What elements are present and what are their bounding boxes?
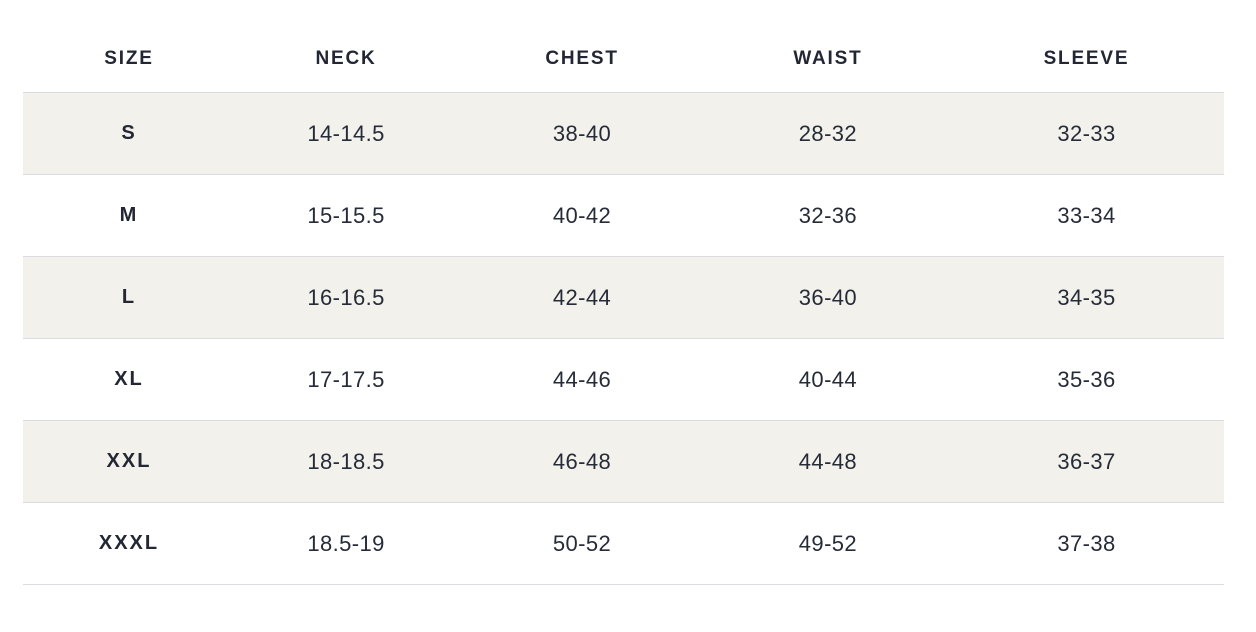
cell-chest: 42-44 [552,284,612,310]
cell-waist: 49-52 [798,530,858,556]
column-header-waist: WAIST [793,48,863,69]
cell-sleeve: 33-34 [1057,202,1116,228]
column-header-neck: NECK [315,48,377,69]
column-header-chest: CHEST [545,48,619,69]
column-header-sleeve: SLEEVE [1043,48,1130,69]
table-row-xxxl: XXXL 18.5-19 50-52 49-52 37-38 [23,502,1224,585]
cell-sleeve: 36-37 [1057,448,1116,474]
size-label: XXXL [98,532,160,554]
table-row-s: S 14-14.5 38-40 28-32 32-33 [23,92,1224,175]
cell-neck: 18.5-19 [307,530,385,556]
table-row-m: M 15-15.5 40-42 32-36 33-34 [23,174,1224,257]
cell-neck: 17-17.5 [307,366,385,392]
cell-sleeve: 37-38 [1057,530,1116,556]
cell-neck: 16-16.5 [307,284,385,310]
column-header-size: SIZE [104,48,154,69]
cell-waist: 28-32 [798,120,858,146]
cell-neck: 14-14.5 [307,120,385,146]
cell-chest: 38-40 [552,120,612,146]
size-label: S [121,122,137,144]
cell-neck: 15-15.5 [307,202,385,228]
cell-waist: 40-44 [798,366,858,392]
size-label: M [119,204,139,226]
cell-neck: 18-18.5 [307,448,385,474]
size-label: XL [114,368,144,390]
table-row-xxl: XXL 18-18.5 46-48 44-48 36-37 [23,420,1224,503]
size-chart-table: SIZE NECK CHEST WAIST SLEEVE S 14-14.5 3… [23,26,1224,585]
size-label: L [121,286,137,308]
cell-chest: 40-42 [552,202,612,228]
size-label: XXL [106,450,152,472]
header-row: SIZE NECK CHEST WAIST SLEEVE [23,26,1224,93]
cell-waist: 44-48 [798,448,858,474]
cell-chest: 46-48 [552,448,612,474]
table-row-l: L 16-16.5 42-44 36-40 34-35 [23,256,1224,339]
cell-chest: 44-46 [552,366,612,392]
cell-sleeve: 34-35 [1057,284,1116,310]
cell-sleeve: 32-33 [1057,120,1116,146]
cell-chest: 50-52 [552,530,612,556]
size-chart: SIZE NECK CHEST WAIST SLEEVE S 14-14.5 3… [23,26,1224,585]
table-row-xl: XL 17-17.5 44-46 40-44 35-36 [23,338,1224,421]
cell-waist: 32-36 [798,202,858,228]
cell-waist: 36-40 [798,284,858,310]
cell-sleeve: 35-36 [1057,366,1116,392]
